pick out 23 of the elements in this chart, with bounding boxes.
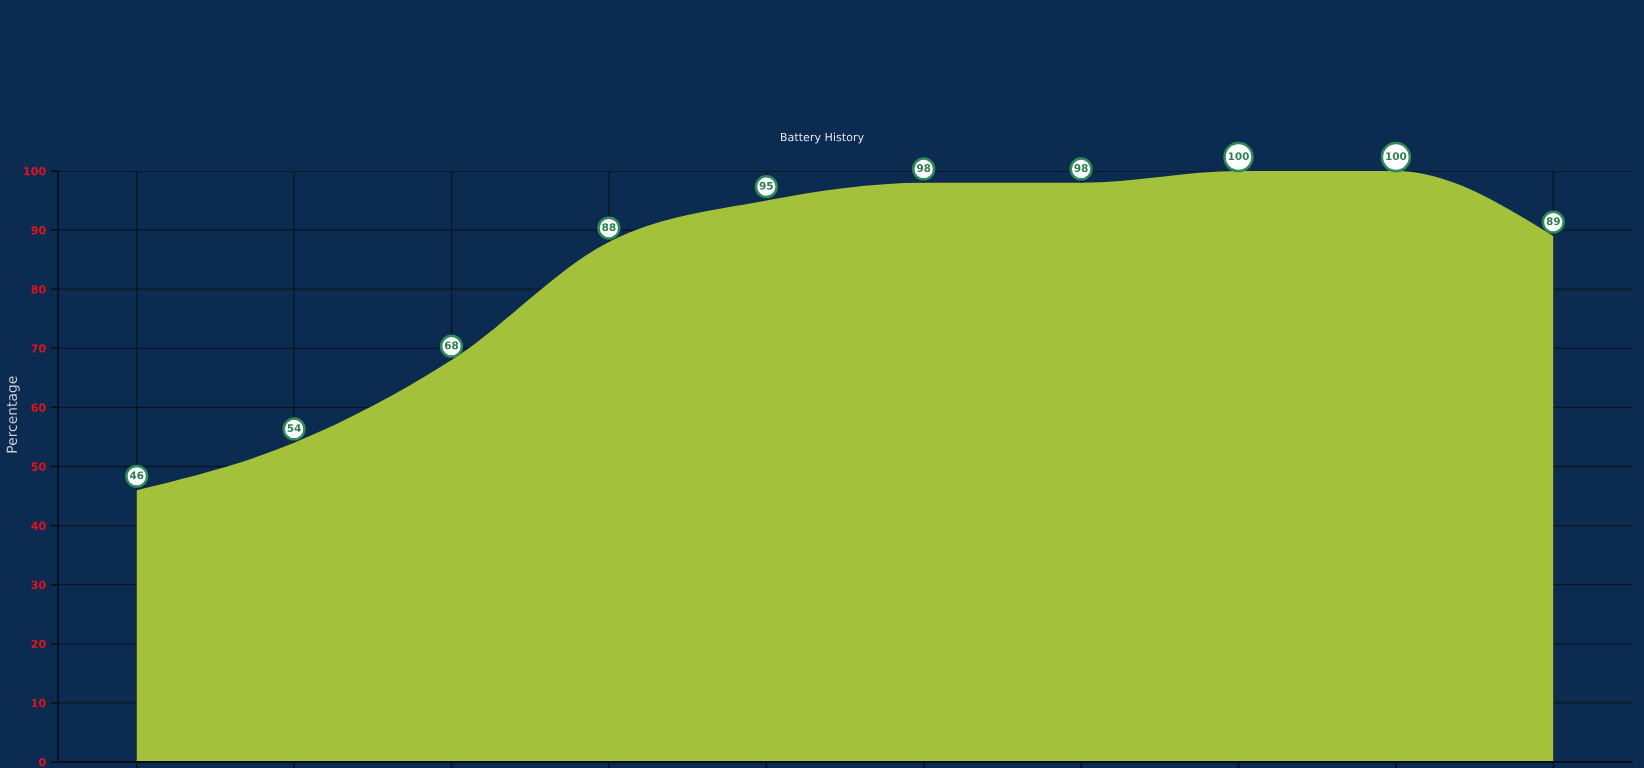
- y-tick-label: 80: [31, 285, 46, 294]
- data-label: 95: [759, 181, 773, 190]
- y-tick-label: 90: [31, 226, 46, 235]
- data-label: 100: [1386, 152, 1407, 161]
- data-label: 54: [287, 424, 301, 432]
- y-axis-title: Percentage: [6, 376, 20, 453]
- data-label: 89: [1546, 217, 1560, 226]
- data-label: 98: [1074, 164, 1088, 172]
- data-label: 98: [916, 164, 931, 172]
- data-label: 88: [602, 223, 616, 232]
- data-label: 46: [129, 471, 144, 480]
- y-tick-label: 30: [31, 580, 46, 590]
- data-label: 100: [1228, 152, 1249, 161]
- y-tick-label: 70: [31, 344, 46, 353]
- y-tick-label: 10: [31, 698, 46, 708]
- y-tick-label: 0: [38, 757, 46, 767]
- data-label: 68: [444, 341, 459, 350]
- y-tick-label: 50: [31, 462, 46, 471]
- y-tick-label: 60: [31, 403, 46, 412]
- y-tick-label: 40: [31, 521, 46, 530]
- chart-title: Battery History: [781, 132, 864, 144]
- y-tick-label: 20: [31, 639, 46, 649]
- y-tick-label: 100: [24, 166, 46, 176]
